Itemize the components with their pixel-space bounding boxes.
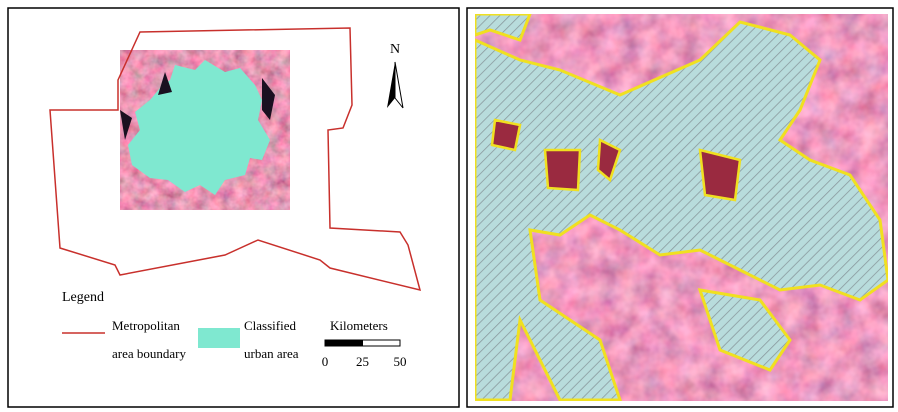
legend-label: area boundary [112, 346, 186, 361]
scale-title: Kilometers [330, 318, 388, 333]
scale-segment [363, 340, 401, 346]
legend-label: Classified [244, 318, 296, 333]
scale-tick-label: 25 [356, 354, 369, 369]
scale-tick-label: 0 [322, 354, 329, 369]
detail-image [475, 14, 888, 401]
scale-tick-label: 50 [394, 354, 407, 369]
legend-label: Metropolitan [112, 318, 180, 333]
scale-segment [325, 340, 363, 346]
page: N Legend Metropolitan area boundary Clas… [0, 0, 898, 412]
legend-fill-swatch [198, 328, 240, 348]
legend-label: urban area [244, 346, 299, 361]
north-label: N [390, 42, 400, 57]
figure: N Legend Metropolitan area boundary Clas… [0, 0, 898, 412]
legend-title: Legend [62, 290, 104, 305]
